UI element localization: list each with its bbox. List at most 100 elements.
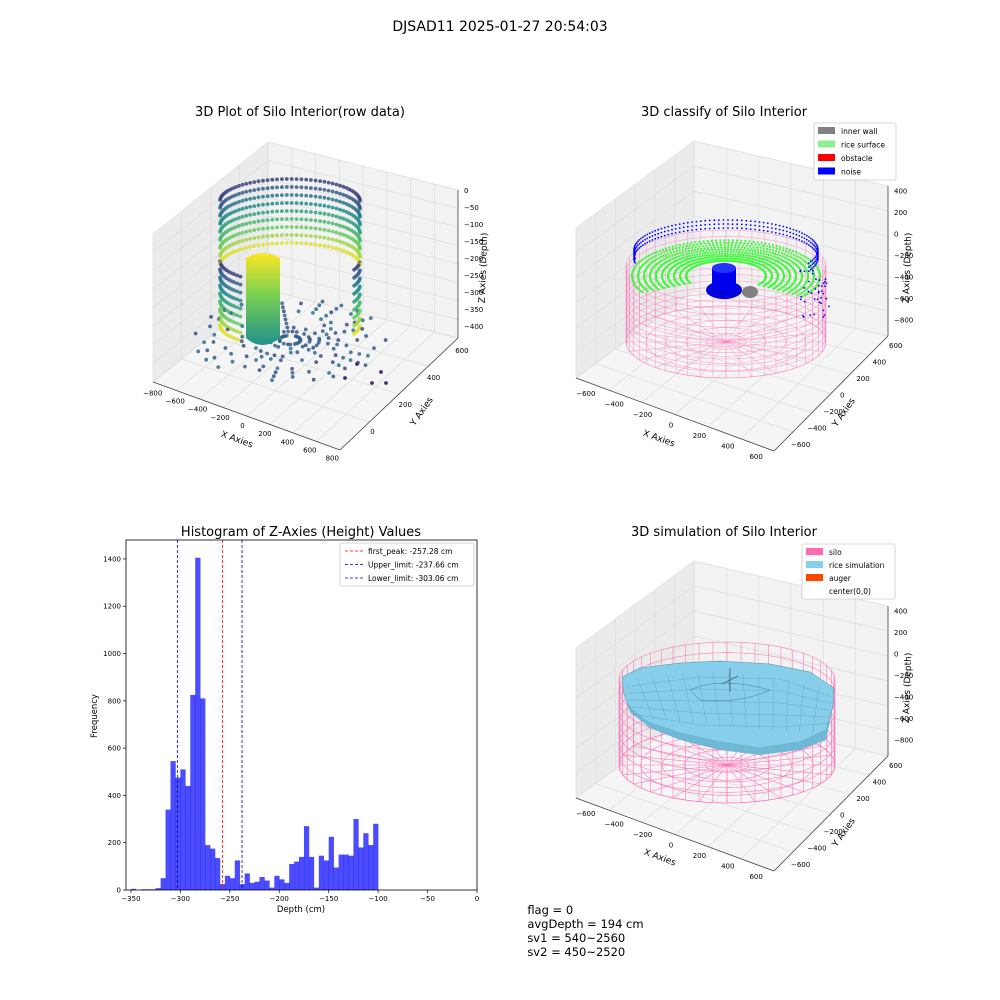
raw-pillar <box>246 253 280 345</box>
raw-point <box>304 328 308 332</box>
raw-point <box>304 186 308 190</box>
raw-point <box>291 330 295 334</box>
raw-point <box>283 314 287 318</box>
rice-surface-point <box>712 256 714 258</box>
rice-surface-point <box>652 261 654 263</box>
x-tick-label: −200 <box>270 895 289 903</box>
rice-surface-point <box>694 241 696 243</box>
rice-surface-point <box>732 251 734 253</box>
rice-surface-point <box>705 245 707 247</box>
raw-point <box>318 195 322 199</box>
raw-point <box>252 188 256 192</box>
raw-point <box>241 215 245 219</box>
noise-point <box>683 227 685 229</box>
raw-point <box>290 201 294 205</box>
raw-point <box>318 211 322 215</box>
rice-surface-point <box>791 256 793 258</box>
rice-surface-point <box>688 247 690 249</box>
raw-point <box>327 221 331 225</box>
rice-surface-point <box>688 258 690 260</box>
classify-zlabel: Z Axies (Depth) <box>902 233 914 304</box>
noise-point <box>759 229 761 231</box>
rice-surface-point <box>748 250 750 252</box>
raw-point <box>244 230 248 234</box>
rice-surface-point <box>807 258 809 260</box>
noise-point <box>815 278 817 280</box>
y-tick-label: 1400 <box>103 555 121 563</box>
rice-surface-point <box>727 242 729 244</box>
rice-surface-point <box>712 258 714 260</box>
rice-surface-point <box>703 247 705 249</box>
raw-point <box>218 206 222 210</box>
hist-bar <box>250 883 255 890</box>
raw-point <box>270 234 274 238</box>
raw-point <box>300 177 304 181</box>
raw-point <box>218 214 222 218</box>
rice-surface-point <box>800 254 802 256</box>
noise-point <box>727 219 729 221</box>
rice-surface-point <box>798 289 800 291</box>
raw-point <box>302 332 306 336</box>
hist-bar <box>373 824 378 890</box>
rice-surface-point <box>685 250 687 252</box>
rice-surface-point <box>746 252 748 254</box>
rice-surface-point <box>731 244 733 246</box>
z-tick-label: −400 <box>464 323 483 331</box>
rice-surface-point <box>710 247 712 249</box>
raw-point <box>270 178 274 182</box>
noise-point <box>709 228 711 230</box>
noise-point <box>736 219 738 221</box>
raw-point <box>240 339 244 343</box>
noise-point <box>652 239 654 241</box>
raw-point <box>261 235 265 239</box>
noise-point <box>808 291 810 293</box>
hist-bar <box>264 881 269 890</box>
noise-point <box>814 246 816 248</box>
rice-surface-point <box>739 254 741 256</box>
y-tick-label: 200 <box>856 795 869 803</box>
raw-point <box>300 233 304 237</box>
raw-point <box>292 326 296 330</box>
x-tick-label: −300 <box>171 895 190 903</box>
classify-legend: inner wall rice surface obstacle noise <box>814 123 896 180</box>
noise-point <box>789 228 791 230</box>
noise-point <box>779 225 781 227</box>
rice-surface-point <box>724 253 726 255</box>
raw-point <box>240 303 244 307</box>
raw-point <box>270 218 274 222</box>
noise-point <box>822 316 824 318</box>
rice-surface-point <box>753 246 755 248</box>
raw-point <box>335 183 339 187</box>
raw-point <box>323 236 327 240</box>
noise-point <box>782 234 784 236</box>
raw-point <box>241 247 245 251</box>
raw-point <box>226 328 230 332</box>
rice-surface-point <box>761 242 763 244</box>
raw-point <box>338 208 342 212</box>
raw-point <box>252 236 256 240</box>
noise-point <box>796 238 798 240</box>
y-tick-label: 600 <box>108 745 121 753</box>
rice-surface-point <box>755 259 757 261</box>
rice-surface-point <box>775 256 777 258</box>
noise-point <box>813 266 815 268</box>
noise-point <box>813 314 815 316</box>
rice-surface-point <box>693 251 695 253</box>
rice-surface-point <box>716 244 718 246</box>
legend-swatch <box>818 168 835 175</box>
rice-surface-point <box>744 252 746 254</box>
raw-point <box>239 315 243 319</box>
rice-surface-point <box>769 246 771 248</box>
raw-point <box>366 354 370 358</box>
rice-surface-point <box>641 291 643 293</box>
noise-point <box>759 225 761 227</box>
raw-point <box>332 347 336 351</box>
noise-point <box>732 227 734 229</box>
x-tick-label: −600 <box>576 390 595 398</box>
raw-point <box>318 243 322 247</box>
raw-point <box>218 230 222 234</box>
raw-point <box>235 298 239 302</box>
raw-point <box>218 254 222 258</box>
noise-point <box>657 237 659 239</box>
rice-surface-point <box>684 256 686 258</box>
